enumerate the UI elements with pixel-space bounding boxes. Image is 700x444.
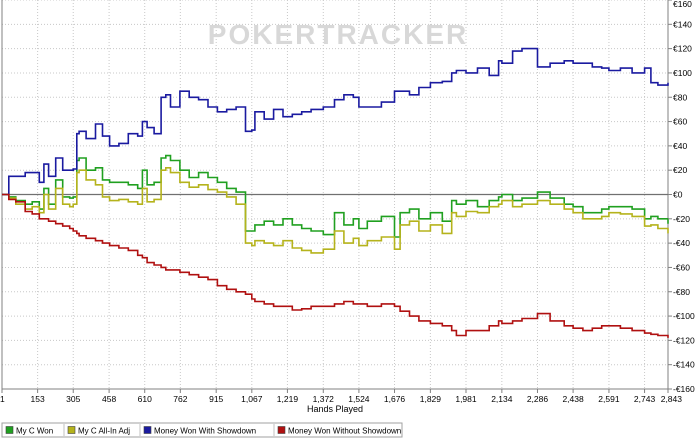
x-tick-label: 610 — [138, 394, 152, 404]
y-tick-label: -€20 — [673, 214, 690, 224]
x-tick-label: 915 — [209, 394, 223, 404]
series-layer — [2, 47, 669, 338]
x-tick-label: 2,843 — [661, 394, 683, 404]
x-tick-label: 305 — [66, 394, 80, 404]
legend-swatch-money-won-with-showdown — [143, 426, 152, 434]
y-tick-label: -€60 — [673, 262, 690, 272]
y-tick-label: -€120 — [673, 335, 695, 345]
x-tick-label: 2,743 — [634, 394, 656, 404]
x-tick-label: 1,372 — [313, 394, 335, 404]
x-tick-label: 1,981 — [455, 394, 477, 404]
x-tick-label: 1,829 — [420, 394, 442, 404]
y-tick-label: -€140 — [673, 360, 695, 370]
legend: My C Won My C All-In Adj Money Won With Sh… — [1, 422, 403, 438]
x-tick-label: 1,067 — [241, 394, 263, 404]
y-tick-label: -€80 — [673, 287, 690, 297]
legend-swatch-money-won-without-showdown — [277, 426, 286, 434]
x-tick-label: 2,134 — [491, 394, 513, 404]
y-tick-label: €80 — [673, 92, 687, 102]
series-line-money-won-with-showdown — [2, 47, 669, 196]
x-tick-label: 1,524 — [348, 394, 370, 404]
x-tick-label: 1,219 — [277, 394, 299, 404]
x-tick-label: 458 — [102, 394, 116, 404]
grid-layer — [1, 0, 669, 390]
legend-swatch-my-c-all-in-adj — [67, 426, 76, 434]
y-tick-label: €0 — [673, 190, 683, 200]
x-tick-label: 2,286 — [527, 394, 549, 404]
watermark: POKERTRACKER — [208, 19, 468, 50]
y-tick-label: €120 — [673, 44, 692, 54]
y-tick-label: -€160 — [673, 384, 695, 394]
x-tick-label: 762 — [173, 394, 187, 404]
y-tick-label: €100 — [673, 68, 692, 78]
y-tick-label: €160 — [673, 0, 692, 9]
x-ticks-layer: 1 153 305 458 610 762 915 1,067 1,219 1,372 1,524 1… — [0, 389, 682, 404]
y-tick-label: €40 — [673, 141, 687, 151]
legend-label-my-c-won: My C Won — [16, 427, 53, 436]
legend-label-money-won-without-showdown: Money Won Without Showdown — [288, 427, 401, 436]
series-line-my-c-all-in-adj — [2, 167, 669, 254]
x-tick-label: 2,438 — [562, 394, 584, 404]
y-tick-label: €60 — [673, 117, 687, 127]
series-line-money-won-without-showdown — [2, 193, 669, 338]
y-tick-label: €140 — [673, 19, 692, 29]
legend-box — [1, 422, 403, 438]
legend-swatch-my-c-won — [5, 426, 14, 434]
x-axis-label: Hands Played — [307, 404, 363, 414]
x-tick-label: 1 — [0, 394, 5, 404]
y-ticks-layer: -€160 -€140 -€120 -€100 -€80 -€60 -€40 -€20 €0 €2… — [668, 0, 695, 394]
x-tick-label: 153 — [31, 394, 45, 404]
x-tick-label: 1,676 — [384, 394, 406, 404]
x-tick-label: 2,591 — [598, 394, 620, 404]
y-tick-label: -€100 — [673, 311, 695, 321]
legend-label-my-c-all-in-adj: My C All-In Adj — [78, 427, 130, 436]
y-tick-label: €20 — [673, 165, 687, 175]
legend-label-money-won-with-showdown: Money Won With Showdown — [154, 427, 256, 436]
y-tick-label: -€40 — [673, 238, 690, 248]
series-line-my-c-won — [2, 154, 669, 238]
